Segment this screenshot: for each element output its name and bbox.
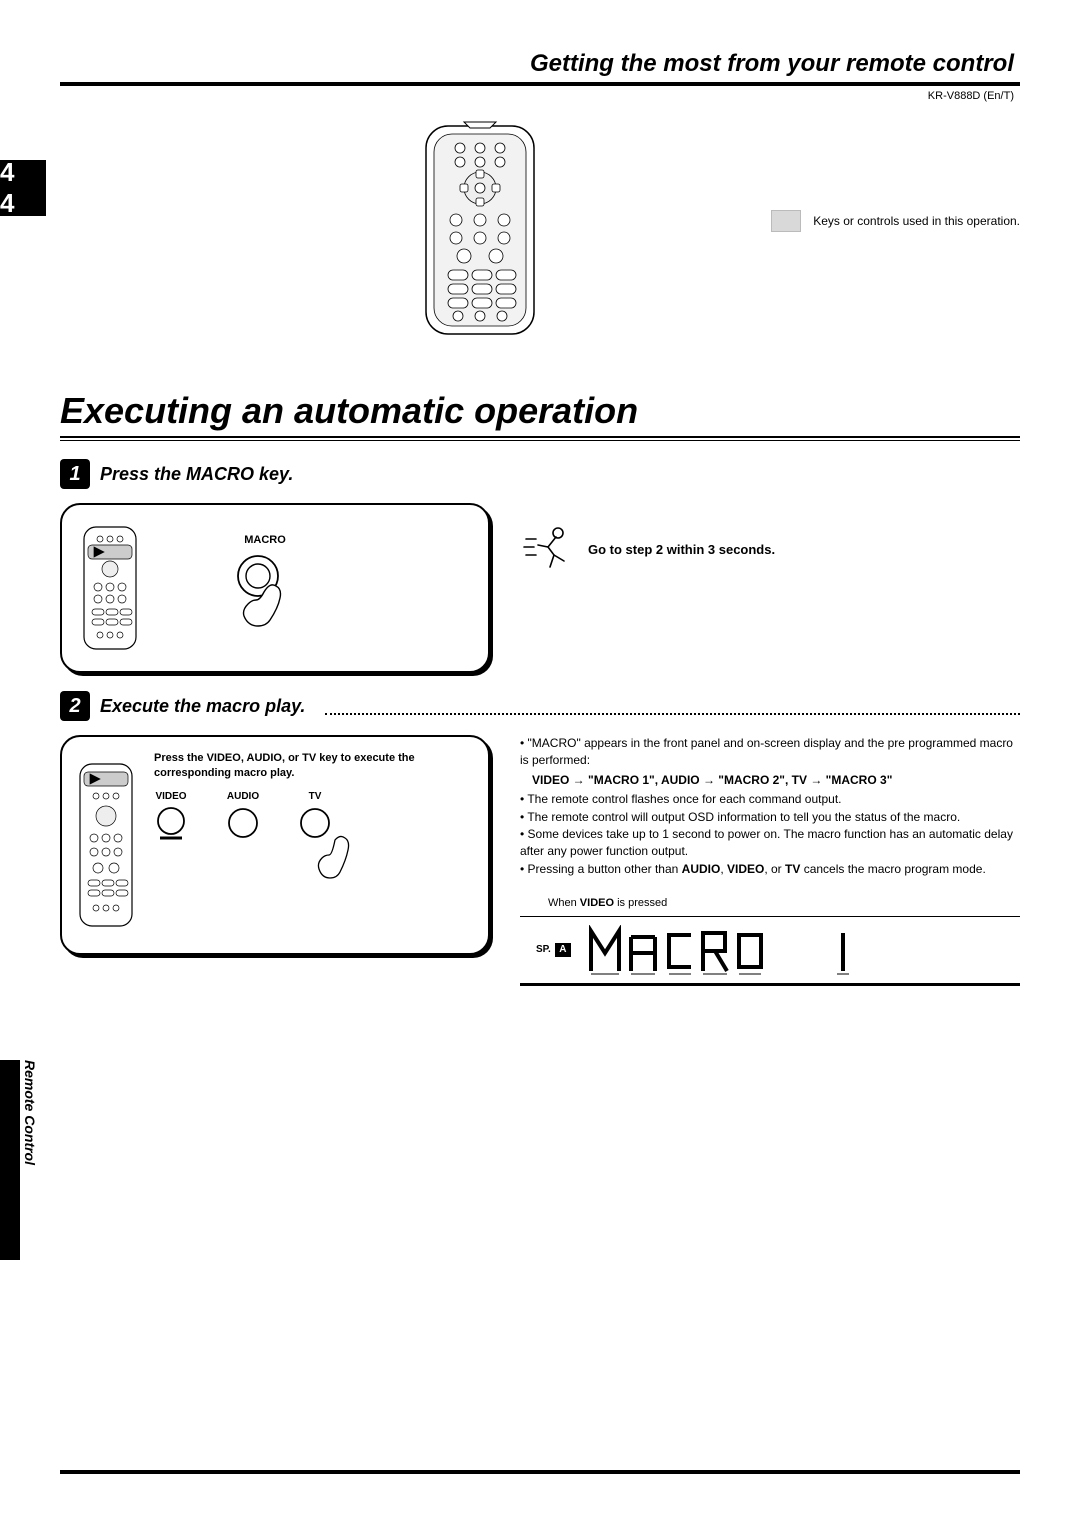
step-2-inner: Press the VIDEO, AUDIO, or TV key to exe… [154,751,474,939]
bullet-1: The remote control flashes once for each… [520,791,1020,808]
video-button-icon [154,806,188,840]
bold-audio: AUDIO [682,862,721,876]
section-rule [60,436,1020,438]
step-2-panel: Press the VIDEO, AUDIO, or TV key to exe… [60,735,490,955]
bullet-4: Pressing a button other than AUDIO, VIDE… [520,861,1020,878]
step-2-bullet-list-2: The remote control flashes once for each… [520,791,1020,878]
display-caption-suffix: is pressed [614,897,667,909]
audio-button-label: AUDIO [227,791,259,802]
step-2-row: Press the VIDEO, AUDIO, or TV key to exe… [60,735,1020,986]
step-badge-1: 1 [60,459,90,489]
bullet-3: Some devices take up to 1 second to powe… [520,826,1020,861]
macro-button-svg [230,552,300,642]
lcd-text [587,925,887,975]
bullet-0: "MACRO" appears in the front panel and o… [520,735,1020,770]
step-2-instruction: Press the VIDEO, AUDIO, or TV key to exe… [154,751,474,781]
header-rule [60,82,1020,86]
side-tab-label: Remote Control [22,1060,38,1260]
mini-remote-svg [80,523,140,653]
header-title: Getting the most from your remote contro… [60,50,1020,78]
remote-svg [420,120,540,340]
sp-label: SP. [536,943,551,958]
tv-button-col: TV [298,791,332,840]
bullet-2: The remote control will output OSD infor… [520,809,1020,826]
keys-legend-text: Keys or controls used in this operation. [813,214,1020,228]
sp-icon: A [555,943,571,957]
step-2-dotted-rule [325,713,1020,715]
step-1-row: MACRO [60,503,1020,673]
video-button-col: VIDEO [154,791,188,840]
macro-button-label: MACRO [244,534,286,546]
lcd-svg [587,925,887,975]
sp-indicator: SP. A [536,943,571,958]
step-1-panel: MACRO [60,503,490,673]
page-number-badge: 4 4 [0,160,46,216]
page-number: 4 4 [0,157,46,219]
display-caption-bold: VIDEO [580,897,614,909]
step-badge-2: 2 [60,691,90,721]
keys-legend-swatch [771,210,801,232]
step-2-title: Execute the macro play. [100,696,305,717]
display-caption-prefix: When [548,897,580,909]
footer-rule [60,1470,1020,1474]
bold-tv: TV [785,862,800,876]
audio-button-icon [226,806,260,840]
step-1-title: Press the MACRO key. [100,464,293,485]
remote-illustration-large [420,120,540,340]
step-1-right: Go to step 2 within 3 seconds. [520,523,775,576]
button-row: VIDEO AUDIO TV [154,791,474,840]
model-number: KR-V888D (En/T) [60,90,1020,102]
step-2-bullet-list: "MACRO" appears in the front panel and o… [520,735,1020,770]
step-2-heading-row: 2 Execute the macro play. [60,691,1020,721]
mini-remote-step1 [80,523,140,653]
side-tab [0,1060,20,1260]
top-illustration-row: Keys or controls used in this operation. [60,120,1020,340]
macro-button-illustration: MACRO [230,534,300,642]
keys-note-wrap: Keys or controls used in this operation. [771,210,1020,232]
mini-remote-svg-2 [76,760,136,930]
bullet-4-text: Pressing a button other than AUDIO, VIDE… [528,862,986,876]
macro-mapping-line: VIDEO → "MACRO 1", AUDIO → "MACRO 2", TV… [532,772,1020,789]
mini-remote-step2 [76,760,136,930]
step-1-right-text: Go to step 2 within 3 seconds. [588,542,775,557]
audio-button-col: AUDIO [226,791,260,840]
video-button-label: VIDEO [155,791,186,802]
page-header: Getting the most from your remote contro… [60,50,1020,102]
press-finger-icon [317,834,359,888]
step-2-notes: "MACRO" appears in the front panel and o… [520,735,1020,986]
section-title: Executing an automatic operation [60,390,1020,432]
lcd-display: SP. A [520,916,1020,986]
step-1-heading: 1 Press the MACRO key. [60,459,1020,489]
display-caption: When VIDEO is pressed [548,896,1020,912]
section-rule-thin [60,440,1020,441]
manual-page: Getting the most from your remote contro… [0,0,1080,1528]
hurry-icon [520,523,574,576]
bold-video: VIDEO [727,862,764,876]
tv-button-label: TV [309,791,322,802]
